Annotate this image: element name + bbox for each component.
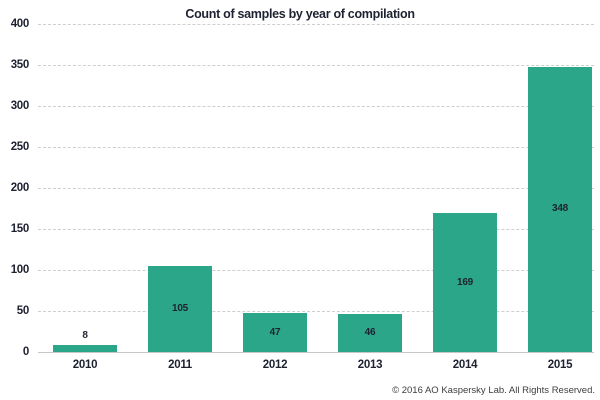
- copyright-text: © 2016 AO Kaspersky Lab. All Rights Rese…: [392, 385, 595, 396]
- y-tick-label: 400: [10, 18, 30, 30]
- bar-value-label: 348: [551, 203, 569, 215]
- gridline: [38, 105, 594, 107]
- y-tick-label: 0: [22, 346, 29, 358]
- x-tick-label: 2013: [357, 359, 383, 371]
- gridline: [38, 269, 594, 271]
- gridline: [38, 187, 594, 189]
- chart-title: Count of samples by year of compilation: [185, 7, 415, 21]
- x-tick-label: 2014: [452, 359, 478, 371]
- bar-2010: [53, 345, 117, 352]
- bar-value-label: 169: [456, 276, 474, 288]
- bar-2011: [148, 265, 212, 352]
- y-tick-label: 100: [10, 264, 30, 276]
- gridline: [38, 64, 594, 66]
- y-tick-label: 300: [10, 100, 30, 112]
- bar-value-label: 46: [364, 327, 376, 339]
- bar-2013: [338, 314, 402, 352]
- x-tick-label: 2010: [72, 359, 98, 371]
- x-tick-label: 2012: [262, 359, 288, 371]
- y-tick-label: 50: [16, 305, 30, 317]
- x-tick-label: 2011: [168, 359, 192, 371]
- y-tick-label: 250: [10, 141, 30, 153]
- bar-value-label: 8: [82, 330, 88, 342]
- bar-2014: [433, 213, 497, 352]
- bar-2012: [243, 313, 307, 352]
- plot-area: 8 105 47 46 169 348: [38, 23, 594, 353]
- x-tick-label: 2015: [547, 359, 573, 371]
- gridline: [38, 23, 594, 25]
- bar-value-label: 105: [171, 302, 189, 314]
- y-tick-label: 150: [10, 223, 30, 235]
- y-tick-label: 350: [10, 59, 30, 71]
- bar-value-label: 47: [269, 326, 281, 338]
- gridline: [38, 146, 594, 148]
- gridline: [38, 228, 594, 230]
- gridline: [38, 310, 594, 312]
- y-tick-label: 200: [10, 182, 30, 194]
- bar-2015: [528, 66, 592, 352]
